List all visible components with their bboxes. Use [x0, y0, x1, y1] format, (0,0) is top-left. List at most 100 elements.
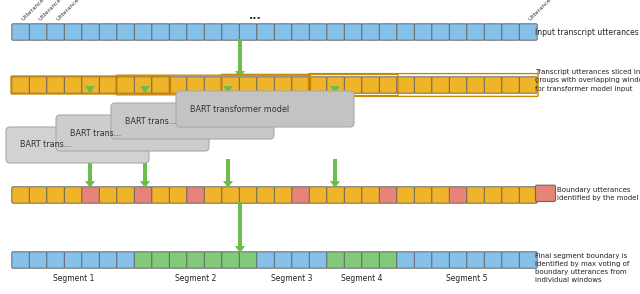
FancyBboxPatch shape: [519, 77, 537, 93]
FancyBboxPatch shape: [187, 252, 205, 268]
FancyBboxPatch shape: [99, 77, 117, 93]
Text: Utterance 3: Utterance 3: [56, 0, 84, 22]
Polygon shape: [85, 181, 95, 188]
FancyBboxPatch shape: [29, 187, 47, 203]
FancyBboxPatch shape: [82, 24, 100, 40]
FancyBboxPatch shape: [64, 77, 82, 93]
FancyBboxPatch shape: [449, 187, 467, 203]
FancyBboxPatch shape: [414, 252, 432, 268]
FancyBboxPatch shape: [344, 187, 362, 203]
FancyBboxPatch shape: [414, 24, 432, 40]
FancyBboxPatch shape: [380, 24, 397, 40]
FancyBboxPatch shape: [204, 187, 222, 203]
Bar: [333, 86, 337, 92]
FancyBboxPatch shape: [47, 24, 65, 40]
FancyBboxPatch shape: [432, 24, 450, 40]
FancyBboxPatch shape: [29, 77, 47, 93]
Text: BART trans...: BART trans...: [20, 141, 71, 150]
FancyBboxPatch shape: [47, 187, 65, 203]
Bar: [237, 39, 243, 71]
FancyBboxPatch shape: [519, 24, 537, 40]
Polygon shape: [235, 71, 245, 78]
Bar: [237, 202, 243, 246]
FancyBboxPatch shape: [467, 187, 484, 203]
FancyBboxPatch shape: [257, 187, 275, 203]
FancyBboxPatch shape: [152, 24, 170, 40]
FancyBboxPatch shape: [519, 187, 537, 203]
FancyBboxPatch shape: [292, 252, 310, 268]
FancyBboxPatch shape: [257, 252, 275, 268]
FancyBboxPatch shape: [449, 77, 467, 93]
FancyBboxPatch shape: [397, 187, 415, 203]
Bar: [226, 86, 230, 92]
FancyBboxPatch shape: [344, 77, 362, 93]
FancyBboxPatch shape: [309, 24, 327, 40]
Polygon shape: [330, 86, 340, 93]
FancyBboxPatch shape: [12, 24, 29, 40]
FancyBboxPatch shape: [47, 252, 65, 268]
FancyBboxPatch shape: [467, 24, 484, 40]
FancyBboxPatch shape: [222, 77, 240, 93]
FancyBboxPatch shape: [116, 24, 134, 40]
Polygon shape: [235, 246, 245, 253]
Text: ...: ...: [248, 11, 261, 21]
Text: Boundary utterances
identified by the model: Boundary utterances identified by the mo…: [557, 187, 639, 201]
FancyBboxPatch shape: [397, 77, 415, 93]
FancyBboxPatch shape: [64, 252, 82, 268]
FancyBboxPatch shape: [99, 187, 117, 203]
FancyBboxPatch shape: [275, 24, 292, 40]
FancyBboxPatch shape: [502, 252, 520, 268]
Text: Utterance 6: Utterance 6: [528, 0, 556, 22]
Polygon shape: [330, 181, 340, 188]
Polygon shape: [223, 181, 233, 188]
FancyBboxPatch shape: [362, 77, 380, 93]
FancyBboxPatch shape: [152, 252, 170, 268]
Bar: [226, 159, 230, 181]
FancyBboxPatch shape: [239, 187, 257, 203]
FancyBboxPatch shape: [170, 252, 188, 268]
Text: BART trans...: BART trans...: [70, 128, 121, 138]
FancyBboxPatch shape: [152, 187, 170, 203]
Bar: [88, 159, 92, 181]
FancyBboxPatch shape: [380, 252, 397, 268]
FancyBboxPatch shape: [309, 187, 327, 203]
Bar: [143, 159, 147, 181]
FancyBboxPatch shape: [327, 77, 345, 93]
FancyBboxPatch shape: [432, 252, 450, 268]
Text: BART transformer model: BART transformer model: [190, 104, 289, 113]
FancyBboxPatch shape: [187, 77, 205, 93]
FancyBboxPatch shape: [519, 252, 537, 268]
FancyBboxPatch shape: [134, 187, 152, 203]
FancyBboxPatch shape: [344, 252, 362, 268]
FancyBboxPatch shape: [99, 24, 117, 40]
FancyBboxPatch shape: [362, 187, 380, 203]
FancyBboxPatch shape: [111, 103, 274, 139]
FancyBboxPatch shape: [239, 252, 257, 268]
FancyBboxPatch shape: [6, 127, 149, 163]
FancyBboxPatch shape: [116, 187, 134, 203]
FancyBboxPatch shape: [47, 77, 65, 93]
FancyBboxPatch shape: [82, 77, 100, 93]
FancyBboxPatch shape: [134, 252, 152, 268]
Bar: [88, 86, 92, 92]
FancyBboxPatch shape: [99, 252, 117, 268]
FancyBboxPatch shape: [380, 77, 397, 93]
FancyBboxPatch shape: [292, 24, 310, 40]
FancyBboxPatch shape: [204, 252, 222, 268]
FancyBboxPatch shape: [397, 24, 415, 40]
FancyBboxPatch shape: [327, 252, 345, 268]
Text: BART trans...: BART trans...: [125, 116, 176, 126]
Polygon shape: [85, 86, 95, 93]
FancyBboxPatch shape: [327, 187, 345, 203]
Polygon shape: [140, 181, 150, 188]
Text: Transcript utterances sliced into
groups with overlapping windows
for transforme: Transcript utterances sliced into groups…: [535, 69, 640, 91]
FancyBboxPatch shape: [64, 24, 82, 40]
FancyBboxPatch shape: [292, 187, 310, 203]
FancyBboxPatch shape: [484, 187, 502, 203]
Text: Segment 3: Segment 3: [271, 274, 313, 283]
FancyBboxPatch shape: [82, 252, 100, 268]
FancyBboxPatch shape: [222, 187, 240, 203]
Text: Segment 5: Segment 5: [446, 274, 488, 283]
FancyBboxPatch shape: [380, 187, 397, 203]
FancyBboxPatch shape: [152, 77, 170, 93]
